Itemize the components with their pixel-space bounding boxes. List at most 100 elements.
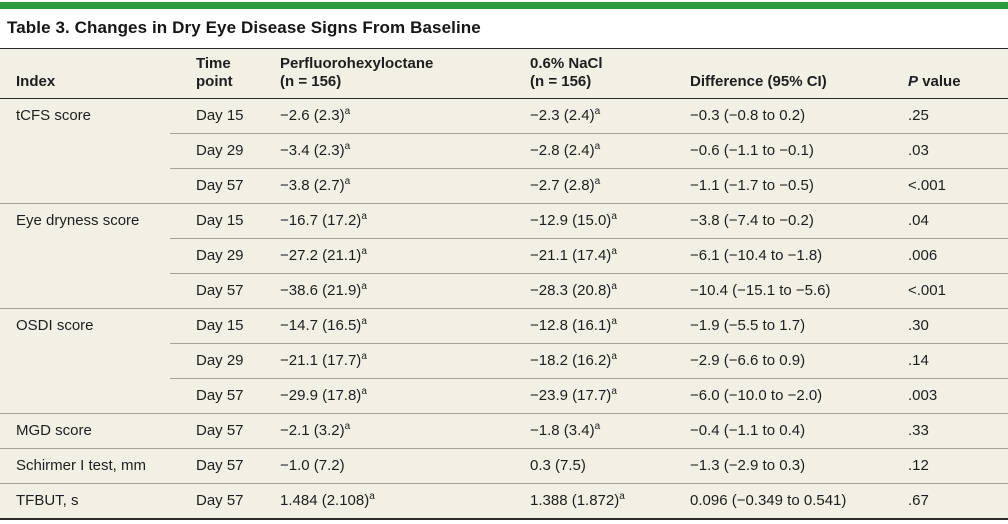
footnote-marker-a: a [594, 176, 601, 187]
nacl-value-cell: 0.3 (7.5) [522, 448, 682, 484]
header-nacl: 0.6% NaCl (n = 156) [522, 48, 682, 99]
table-row: MGD score Day 57 −2.1 (3.2)a −1.8 (3.4)a −0.… [0, 413, 1008, 449]
accent-bar [0, 2, 1008, 9]
time-point-cell: Day 29 [170, 133, 272, 169]
footnote-marker-a: a [344, 106, 351, 117]
footnote-marker-a: a [611, 281, 617, 292]
header-drug-line1: Perfluorohexyloctane [280, 55, 434, 72]
difference-ci-cell: −1.1 (−1.7 to −0.5) [682, 168, 900, 204]
header-nacl-line2: (n = 156) [530, 73, 592, 90]
time-point-cell: Day 15 [170, 203, 272, 239]
footnote-marker-a: a [369, 491, 375, 502]
nacl-value-cell: −2.7 (2.8)a [522, 168, 682, 204]
perfluorohexyloctane-value-cell: −38.6 (21.9)a [272, 273, 522, 309]
table-row: Day 29 −21.1 (17.7)a −18.2 (16.2)a −2.9 (−6… [0, 343, 1008, 379]
p-value-cell: .33 [900, 413, 1008, 449]
p-value-cell: .006 [900, 238, 1008, 274]
p-value-cell: .04 [900, 203, 1008, 239]
perfluorohexyloctane-value-cell: −1.0 (7.2) [272, 448, 522, 484]
difference-ci-cell: −1.9 (−5.5 to 1.7) [682, 308, 900, 344]
difference-ci-cell: −2.9 (−6.6 to 0.9) [682, 343, 900, 379]
perfluorohexyloctane-value-cell: −14.7 (16.5)a [272, 308, 522, 344]
difference-ci-cell: −10.4 (−15.1 to −5.6) [682, 273, 900, 309]
time-point-cell: Day 29 [170, 238, 272, 274]
difference-ci-cell: −0.6 (−1.1 to −0.1) [682, 133, 900, 169]
nacl-value-cell: −28.3 (20.8)a [522, 273, 682, 309]
perfluorohexyloctane-value-cell: −29.9 (17.8)a [272, 378, 522, 414]
footnote-marker-a: a [611, 316, 617, 327]
time-point-cell: Day 57 [170, 168, 272, 204]
header-row: Index Time point Perfluorohexyloctane (n… [0, 48, 1008, 99]
nacl-value-cell: 1.388 (1.872)a [522, 483, 682, 519]
index-cell: tCFS score [16, 107, 92, 124]
header-drug-line2: (n = 156) [280, 73, 342, 90]
footnote-marker-a: a [611, 211, 617, 222]
table-row: Schirmer I test, mm Day 57 −1.0 (7.2) 0.3 (… [0, 448, 1008, 484]
header-time-line1: Time [196, 55, 231, 72]
header-nacl-line1: 0.6% NaCl [530, 55, 603, 72]
difference-ci-cell: 0.096 (−0.349 to 0.541) [682, 483, 900, 519]
footnote-marker-a: a [361, 386, 367, 397]
footnote-marker-a: a [344, 141, 351, 152]
difference-ci-cell: −1.3 (−2.9 to 0.3) [682, 448, 900, 484]
perfluorohexyloctane-value-cell: −3.8 (2.7)a [272, 168, 522, 204]
difference-ci-cell: −0.3 (−0.8 to 0.2) [690, 107, 806, 124]
perfluorohexyloctane-value-cell: −27.2 (21.1)a [272, 238, 522, 274]
table-header: Index Time point Perfluorohexyloctane (n… [0, 48, 1008, 99]
index-cell: OSDI score [0, 308, 170, 414]
header-difference: Difference (95% CI) [682, 48, 900, 99]
p-value-cell: .003 [900, 378, 1008, 414]
perfluorohexyloctane-value-cell: −16.7 (17.2)a [272, 203, 522, 239]
table-row: OSDI score Day 15 −14.7 (16.5)a −12.8 (16.1… [0, 308, 1008, 414]
time-point-cell: Day 57 [170, 413, 272, 449]
dry-eye-signs-table: Index Time point Perfluorohexyloctane (n… [0, 48, 1008, 520]
table-title: Table 3. Changes in Dry Eye Disease Sign… [7, 18, 481, 37]
perfluorohexyloctane-value-cell: 1.484 (2.108)a [272, 483, 522, 519]
table-row: Eye dryness score Day 15 −16.7 (17.2)a −12.… [0, 203, 1008, 309]
footnote-marker-a: a [594, 141, 601, 152]
perfluorohexyloctane-value-cell: −21.1 (17.7)a [272, 343, 522, 379]
nacl-value-cell: −18.2 (16.2)a [522, 343, 682, 379]
difference-ci-cell: −6.1 (−10.4 to −1.8) [682, 238, 900, 274]
header-perfluorohexyloctane: Perfluorohexyloctane (n = 156) [272, 48, 522, 99]
perfluorohexyloctane-value-cell: −2.1 (3.2)a [272, 413, 522, 449]
p-value-cell: .25 [908, 107, 929, 124]
time-point-cell: Day 57 [170, 448, 272, 484]
index-cell: TFBUT, s [0, 483, 170, 519]
table-row: Day 29 −3.4 (2.3)a −2.8 (2.4)a −0.6 (−1.1 t… [0, 133, 1008, 169]
header-time-point: Time point [170, 48, 272, 99]
header-index: Index [0, 48, 170, 99]
footnote-marker-a: a [361, 316, 367, 327]
p-value-cell: <.001 [900, 273, 1008, 309]
index-cell: Eye dryness score [0, 203, 170, 309]
table-row: tCFS score Day 15 −2.6 (2.3)a −2.3 (2.4)a −0… [0, 99, 1008, 134]
table-row: TFBUT, s Day 57 1.484 (2.108)a 1.388 (1.872… [0, 483, 1008, 519]
difference-ci-cell: −6.0 (−10.0 to −2.0) [682, 378, 900, 414]
footnote-marker-a: a [619, 491, 625, 502]
index-cell: Schirmer I test, mm [0, 448, 170, 484]
table-row: Day 57 −3.8 (2.7)a −2.7 (2.8)a −1.1 (−1.7 t… [0, 168, 1008, 204]
header-time-line2: point [196, 73, 233, 90]
footnote-marker-a: a [611, 386, 617, 397]
header-p-value: P value [900, 48, 1008, 99]
footnote-marker-a: a [361, 211, 367, 222]
nacl-value-cell: −12.8 (16.1)a [522, 308, 682, 344]
nacl-value-cell: −21.1 (17.4)a [522, 238, 682, 274]
footnote-marker-a: a [611, 351, 617, 362]
difference-ci-cell: −0.4 (−1.1 to 0.4) [682, 413, 900, 449]
header-p-symbol: P [908, 73, 919, 90]
nacl-value-cell: −1.8 (3.4)a [522, 413, 682, 449]
table-row: Day 57 −29.9 (17.8)a −23.9 (17.7)a −6.0 (−1… [0, 378, 1008, 414]
table-body: tCFS score Day 15 −2.6 (2.3)a −2.3 (2.4)a −0… [0, 99, 1008, 519]
footnote-marker-a: a [361, 281, 367, 292]
index-cell: MGD score [0, 413, 170, 449]
difference-ci-cell: −3.8 (−7.4 to −0.2) [682, 203, 900, 239]
table-row: Day 57 −38.6 (21.9)a −28.3 (20.8)a −10.4 (−… [0, 273, 1008, 309]
footnote-marker-a: a [594, 421, 601, 432]
time-point-cell: Day 57 [170, 273, 272, 309]
p-value-cell: .12 [900, 448, 1008, 484]
footnote-marker-a: a [361, 351, 367, 362]
time-point-cell: Day 57 [170, 483, 272, 519]
time-point-cell: Day 15 [196, 107, 244, 124]
